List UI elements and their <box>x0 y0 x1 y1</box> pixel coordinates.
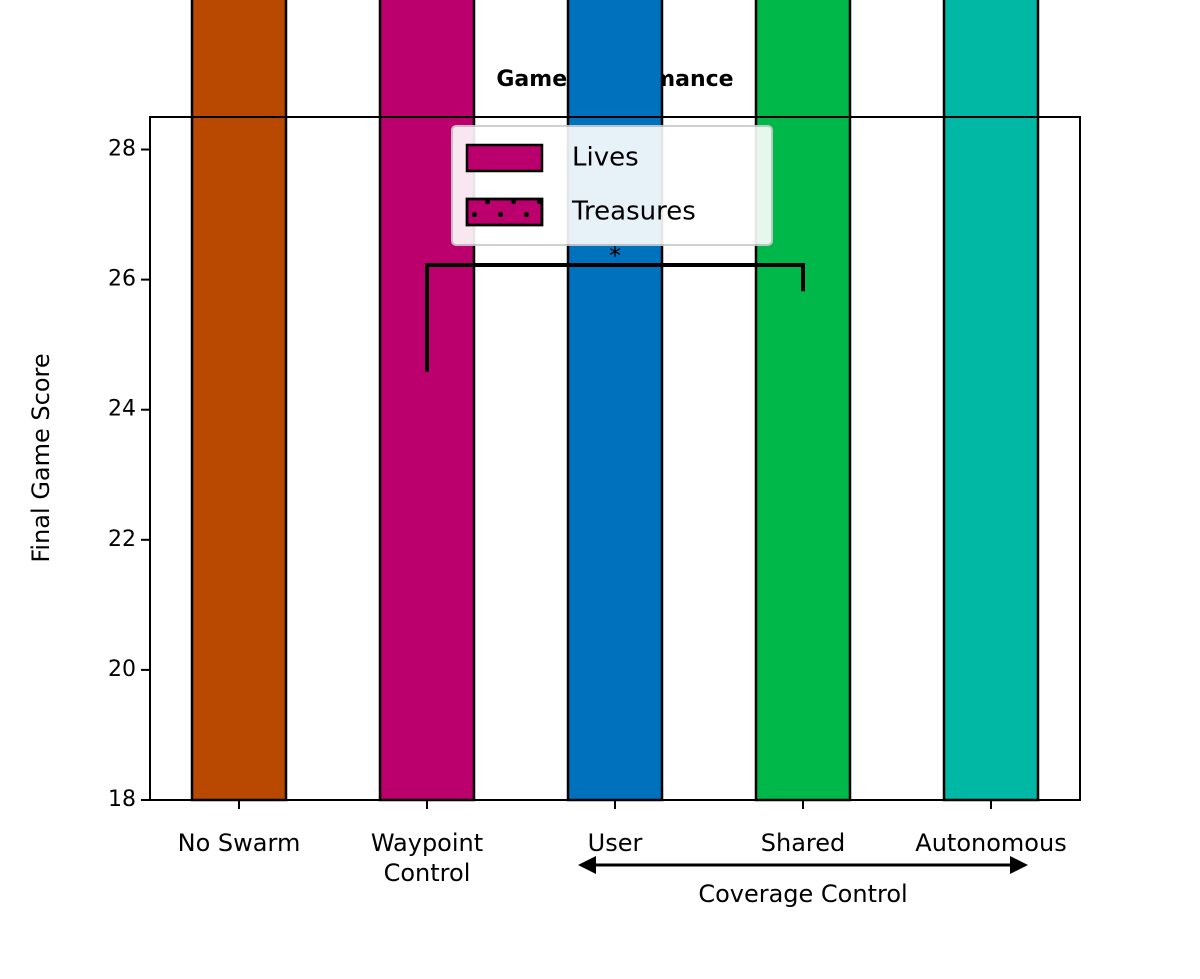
bar-segment <box>566 0 664 802</box>
arrow-head <box>578 856 596 874</box>
arrow-head <box>1010 856 1028 874</box>
bar-segment <box>942 0 1040 802</box>
y-tick-label: 24 <box>108 397 136 422</box>
x-tick-label: No Swarm <box>178 829 301 857</box>
y-tick-label: 28 <box>108 137 136 162</box>
plot-frame <box>149 116 1081 801</box>
x-tick-line: Control <box>384 859 471 887</box>
x-tick-line: Waypoint <box>371 829 483 857</box>
y-tick-label: 20 <box>108 657 136 682</box>
bar-segment <box>190 0 288 802</box>
bar-segment <box>378 0 476 802</box>
significance-label: * <box>609 242 621 270</box>
group-label: Coverage Control <box>698 880 907 908</box>
x-tick-label: User <box>588 829 643 857</box>
x-tick-label: Waypoint Control <box>371 829 483 887</box>
legend-label: Lives <box>572 143 639 173</box>
x-tick-label: Autonomous <box>915 829 1066 857</box>
significance-bracket <box>425 263 805 372</box>
legend-label: Treasures <box>571 197 696 227</box>
y-tick-label: 18 <box>108 787 136 812</box>
y-axis-label: Final Game Score <box>27 353 55 562</box>
bar-segment <box>754 0 852 802</box>
legend-hatch <box>465 197 544 227</box>
x-tick-label: Shared <box>761 829 846 857</box>
legend-swatch <box>465 143 544 173</box>
y-tick-label: 26 <box>108 267 136 292</box>
legend: Lives Treasures <box>451 125 773 246</box>
y-tick-label: 22 <box>108 527 136 552</box>
